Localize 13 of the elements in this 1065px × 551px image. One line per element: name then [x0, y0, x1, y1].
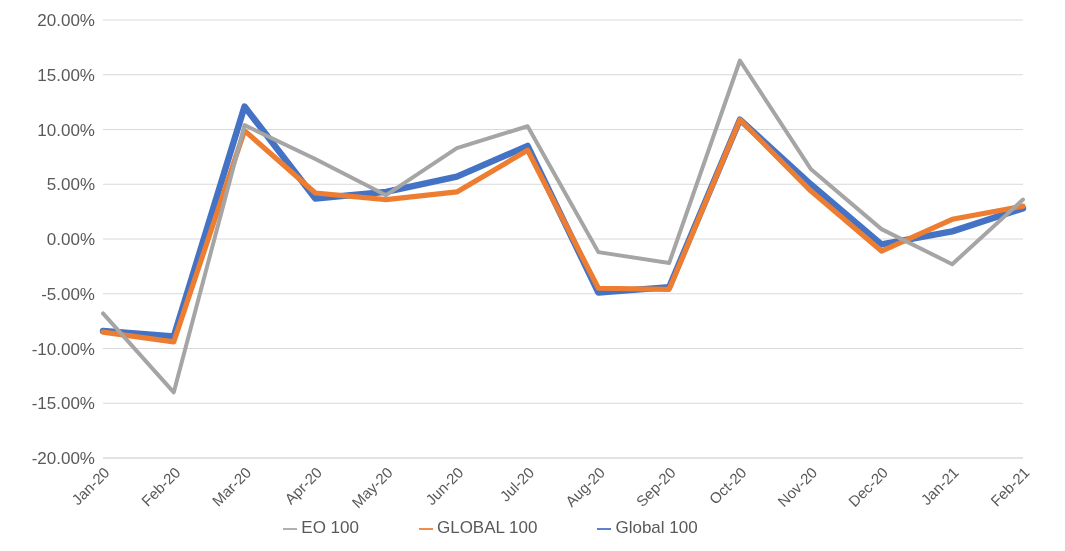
legend-label: EO 100: [301, 518, 359, 537]
y-tick-label: 5.00%: [46, 175, 95, 195]
line-series: [101, 58, 1025, 395]
y-tick-label: 20.00%: [37, 11, 95, 31]
y-tick-label: -5.00%: [41, 284, 95, 304]
y-tick-label: -15.00%: [31, 394, 95, 414]
y-tick-label: -10.00%: [31, 339, 95, 359]
y-tick-label: 0.00%: [46, 230, 95, 250]
y-tick-label: 15.00%: [37, 65, 95, 85]
y-tick-label: 10.00%: [37, 120, 95, 140]
legend-label: GLOBAL 100: [436, 518, 538, 537]
y-tick-label: -20.00%: [31, 449, 95, 469]
legend-label: Global 100: [615, 518, 698, 537]
